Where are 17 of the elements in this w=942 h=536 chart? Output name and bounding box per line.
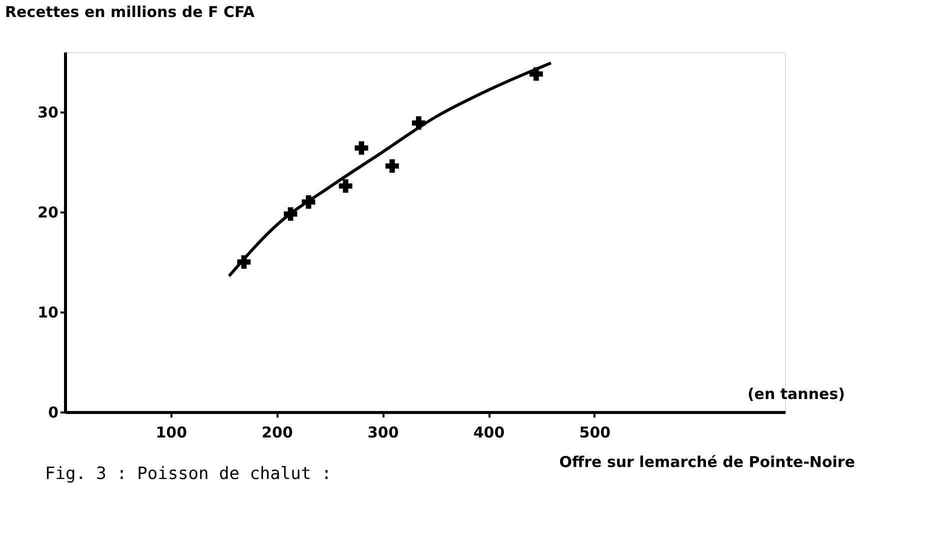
caption: Fig. 3 : Poisson de chalut : [45, 464, 332, 484]
annotation: (en tannes) [747, 385, 845, 403]
point [385, 159, 399, 173]
y-tick-label: 20 [38, 204, 58, 222]
point [354, 141, 368, 155]
x-tick-label: 400 [473, 424, 505, 442]
y-axis-title: Recettes en millions de F CFA [5, 3, 255, 21]
x-tick-label: 300 [367, 424, 399, 442]
y-tick-label: 0 [48, 404, 58, 422]
y-tick-label: 30 [38, 104, 58, 122]
y-tick-label: 10 [38, 304, 58, 322]
x-tick-label: 100 [156, 424, 188, 442]
x-axis-title: Offre sur lemarché de Pointe-Noire [559, 453, 855, 471]
point [338, 179, 352, 193]
line-series [228, 62, 552, 278]
x-tick-label: 500 [579, 424, 611, 442]
x-tick-label: 200 [262, 424, 293, 442]
